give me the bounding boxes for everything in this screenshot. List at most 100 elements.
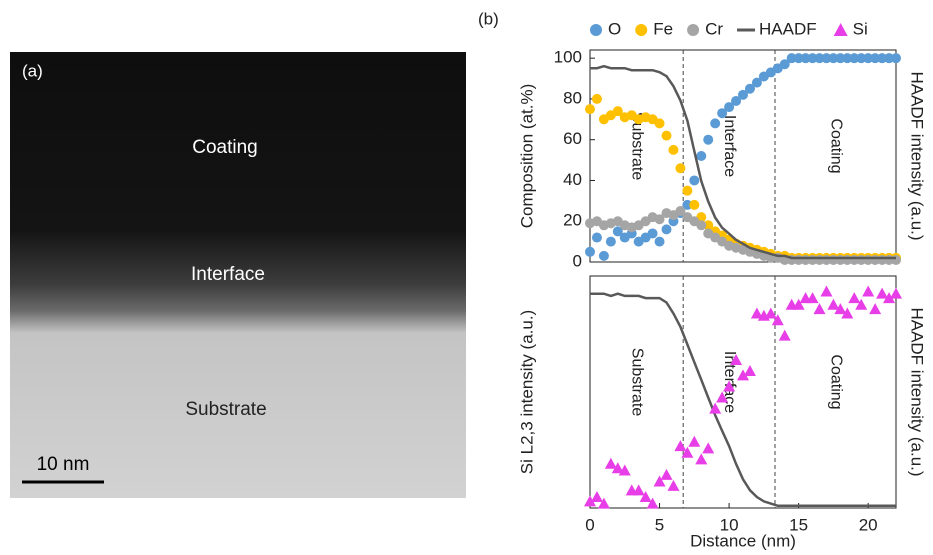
si-point <box>820 285 833 297</box>
data-point <box>668 144 679 155</box>
si-point <box>723 380 736 392</box>
data-point <box>689 175 700 186</box>
legend-marker <box>590 24 602 36</box>
data-point <box>605 236 616 247</box>
legend-marker <box>833 23 848 36</box>
data-point <box>661 224 672 235</box>
si-point <box>876 287 889 299</box>
data-point <box>724 102 735 113</box>
si-point <box>667 479 680 491</box>
si-point <box>660 468 673 480</box>
si-point <box>632 484 645 496</box>
legend-marker <box>687 24 700 36</box>
si-point <box>611 462 624 474</box>
legend-label: O <box>608 19 621 38</box>
data-point <box>689 199 700 210</box>
data-point <box>738 89 748 100</box>
region-label: Coating <box>192 137 258 158</box>
data-point <box>647 228 658 239</box>
si-point <box>743 365 756 377</box>
si-point <box>730 353 743 365</box>
data-point <box>654 118 665 129</box>
data-point <box>779 59 790 70</box>
haadf-line <box>590 292 896 508</box>
region-label: Interface <box>191 264 265 285</box>
x-tick-label: 15 <box>789 515 808 534</box>
si-point <box>590 490 603 502</box>
data-point <box>835 53 846 64</box>
si-point <box>688 435 701 447</box>
region-label: Substrate <box>185 399 266 420</box>
y-axis-title: Si L2,3 intensity (a.u.) <box>517 310 536 474</box>
si-point <box>750 307 763 319</box>
x-tick-label: 20 <box>859 515 878 534</box>
legend-marker <box>635 24 648 36</box>
plot-frame <box>589 275 897 509</box>
si-point <box>855 298 868 310</box>
si-point <box>681 446 694 458</box>
legend-label: Si <box>853 19 868 38</box>
region-annotation: Coating <box>827 118 844 173</box>
si-point <box>646 497 659 509</box>
si-point <box>653 475 666 487</box>
data-point <box>591 93 602 104</box>
data-point <box>821 53 832 64</box>
y2-axis-title: HAADF intensity (a.u.) <box>908 307 927 476</box>
si-point <box>716 391 729 403</box>
haadf-line <box>590 64 896 260</box>
data-point <box>654 236 665 247</box>
y-tick-label: 20 <box>563 211 582 230</box>
data-point <box>884 53 895 64</box>
y-tick-label: 40 <box>563 170 582 189</box>
data-point <box>717 108 728 119</box>
si-point <box>639 490 652 502</box>
region-annotation: Substrate <box>628 348 645 417</box>
panel-label: (b) <box>478 9 499 28</box>
plot-frame <box>589 49 897 263</box>
data-point <box>703 220 714 231</box>
si-point <box>709 402 722 414</box>
x-axis-title: Distance (nm) <box>690 531 796 550</box>
si-point <box>737 369 749 381</box>
data-point <box>842 53 853 64</box>
data-point <box>751 77 762 88</box>
data-point <box>877 53 888 64</box>
si-point <box>862 285 875 297</box>
si-point <box>869 303 882 315</box>
data-point <box>585 104 595 115</box>
region-annotation: Interface <box>721 115 738 177</box>
region-annotation: Substrate <box>628 112 645 181</box>
data-point <box>891 254 901 265</box>
data-point <box>612 106 623 117</box>
si-point <box>597 497 610 509</box>
y-tick-label: 60 <box>563 129 582 148</box>
data-point <box>870 53 881 64</box>
si-point <box>618 464 631 476</box>
si-point <box>584 495 596 507</box>
x-tick-label: 5 <box>655 515 664 534</box>
data-point <box>849 53 860 64</box>
data-point <box>661 130 672 141</box>
data-point <box>675 206 686 217</box>
data-point <box>828 53 839 64</box>
data-point <box>807 53 818 64</box>
si-point <box>702 442 715 454</box>
data-point <box>793 53 804 64</box>
data-point <box>675 163 686 174</box>
region-annotation: Coating <box>827 354 844 409</box>
si-point <box>674 440 687 452</box>
si-point <box>834 303 847 315</box>
si-point <box>778 329 791 341</box>
si-point <box>792 298 805 310</box>
data-point <box>612 226 623 237</box>
si-point <box>806 292 819 304</box>
data-point <box>682 199 693 210</box>
legend-label: HAADF <box>759 19 817 38</box>
y-axis-title: Composition (at.%) <box>517 84 536 229</box>
y-tick-label: 0 <box>573 251 582 270</box>
si-point <box>813 303 826 315</box>
data-point <box>856 53 867 64</box>
data-point <box>710 118 721 129</box>
data-point <box>703 134 714 145</box>
